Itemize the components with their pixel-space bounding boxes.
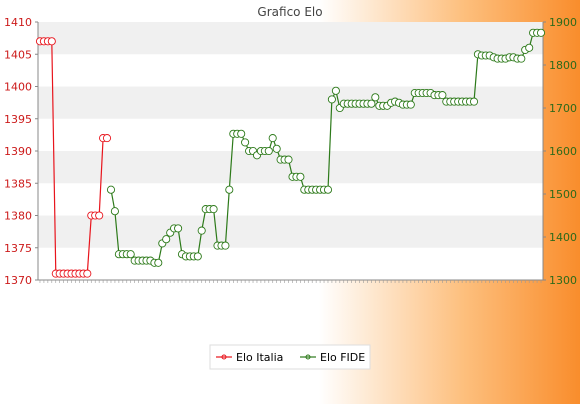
grid-band	[38, 22, 543, 55]
data-point-fide	[237, 129, 246, 138]
left-tick-label: 1370	[4, 274, 32, 287]
left-tick-label: 1375	[4, 242, 32, 255]
data-point-fide	[296, 172, 305, 181]
left-tick-label: 1395	[4, 113, 32, 126]
data-point-fide	[225, 185, 234, 194]
data-point-fide	[106, 185, 116, 194]
data-point-fide	[517, 54, 526, 63]
data-point-fide	[367, 99, 376, 108]
left-axis: 1370 1375 1380 1385 1390 1395 1400 1405 1410	[4, 16, 38, 287]
legend-marker-italia	[221, 354, 227, 360]
data-point-fide	[110, 207, 119, 216]
legend-label-fide: Elo FIDE	[320, 351, 365, 364]
data-point-fide	[174, 224, 183, 233]
data-point-fide	[126, 250, 135, 259]
right-tick-label: 1900	[549, 16, 577, 29]
left-tick-label: 1405	[4, 48, 32, 61]
left-tick-label: 1410	[4, 16, 32, 29]
left-tick-label: 1400	[4, 81, 32, 94]
series-fide	[106, 28, 546, 267]
right-tick-label: 1400	[549, 231, 577, 244]
data-point-fide	[469, 97, 479, 106]
legend-box	[209, 344, 371, 370]
data-point-fide	[272, 144, 281, 153]
data-point-fide	[162, 235, 171, 244]
data-point-italia	[83, 269, 92, 278]
data-point-italia	[102, 134, 112, 143]
right-tick-label: 1300	[549, 274, 577, 287]
series-layer	[35, 28, 546, 278]
data-point-italia	[95, 211, 104, 220]
legend: Elo Italia Elo FIDE	[209, 344, 371, 370]
data-point-fide	[525, 43, 534, 52]
right-tick-label: 1800	[549, 59, 577, 72]
x-axis	[39, 280, 542, 283]
chart-title: Grafico Elo	[257, 5, 322, 19]
right-tick-label: 1500	[549, 188, 577, 201]
data-point-fide	[331, 86, 340, 95]
data-point-fide	[241, 138, 250, 147]
data-point-fide	[536, 28, 546, 37]
data-point-fide	[268, 134, 277, 143]
data-point-fide	[284, 155, 293, 164]
right-axis: 1300 1400 1500 1600 1700 1800 1900	[543, 16, 577, 287]
grid-bands	[37, 22, 544, 281]
data-point-fide	[406, 100, 415, 109]
data-point-fide	[264, 146, 273, 156]
data-point-fide	[323, 185, 333, 194]
grid-band	[38, 215, 543, 248]
data-point-fide	[154, 258, 163, 267]
data-point-fide	[197, 226, 206, 235]
data-point-fide	[371, 93, 380, 102]
series-italia	[35, 37, 112, 278]
left-tick-label: 1380	[4, 210, 32, 223]
data-point-fide	[327, 95, 336, 104]
data-point-fide	[193, 252, 202, 261]
legend-marker-fide	[305, 354, 311, 360]
data-point-fide	[438, 91, 447, 100]
left-tick-label: 1385	[4, 177, 32, 190]
data-point-italia	[47, 37, 56, 46]
legend-label-italia: Elo Italia	[236, 351, 283, 364]
left-tick-label: 1390	[4, 145, 32, 158]
right-tick-label: 1700	[549, 102, 577, 115]
right-tick-label: 1600	[549, 145, 577, 158]
data-point-fide	[221, 241, 230, 250]
data-point-fide	[209, 205, 218, 214]
